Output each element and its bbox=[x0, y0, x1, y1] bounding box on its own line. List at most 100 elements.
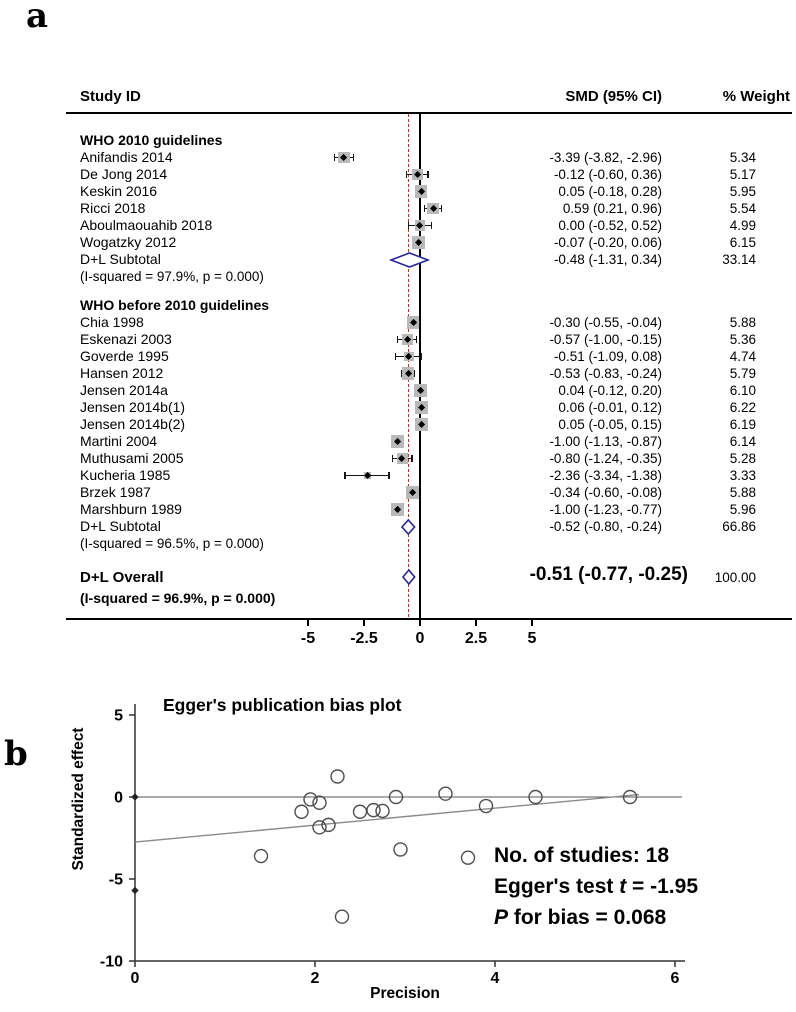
forest-row-label: Kucheria 1985 bbox=[80, 467, 171, 483]
ci-cap-right bbox=[430, 221, 433, 230]
forest-row-smd: -0.51 (-0.77, -0.25) bbox=[529, 564, 688, 585]
y-axis-tick-label: -10 bbox=[100, 954, 123, 971]
ci-cap-left bbox=[333, 153, 336, 162]
forest-row-label: Marshburn 1989 bbox=[80, 501, 182, 517]
study-point bbox=[294, 804, 309, 819]
pooled-diamond-shape bbox=[388, 251, 430, 268]
ci-cap-right bbox=[421, 352, 423, 361]
forest-row-weight: 6.15 bbox=[729, 235, 756, 250]
forest-row-smd: 0.04 (-0.12, 0.20) bbox=[558, 383, 662, 398]
study-point bbox=[321, 817, 336, 833]
forest-axis-tick bbox=[531, 619, 533, 626]
egger-title: Egger's publication bias plot bbox=[163, 695, 402, 715]
axis-diamond-point bbox=[131, 793, 139, 801]
forest-axis-line bbox=[66, 618, 792, 620]
forest-row-label: D+L Overall bbox=[80, 569, 164, 586]
x-axis-tick-label: 0 bbox=[131, 970, 140, 987]
forest-header-rule bbox=[66, 112, 792, 114]
forest-row-weight: 3.33 bbox=[729, 468, 756, 483]
forest-axis-tick bbox=[363, 619, 365, 626]
forest-row-smd: -0.30 (-0.55, -0.04) bbox=[549, 315, 662, 330]
forest-row-weight: 4.74 bbox=[729, 349, 756, 364]
forest-axis-tick bbox=[419, 619, 421, 626]
forest-axis-tick-label: -5 bbox=[300, 630, 316, 647]
egger-regression-line bbox=[134, 793, 640, 843]
forest-row-smd: 0.05 (-0.18, 0.28) bbox=[558, 184, 662, 199]
study-point bbox=[303, 792, 318, 807]
forest-row-weight: 5.34 bbox=[729, 150, 756, 165]
study-point bbox=[622, 789, 638, 805]
forest-plot: Study ID SMD (95% CI) % Weight -5 -2.5 0 2.… bbox=[66, 88, 792, 647]
forest-axis-tick-label: -2.5 bbox=[350, 630, 378, 647]
ci-cap-right bbox=[440, 204, 443, 213]
forest-row-weight: 6.22 bbox=[729, 400, 756, 415]
study-point bbox=[388, 789, 404, 805]
forest-row-weight: 5.28 bbox=[729, 451, 756, 466]
panel-b-label: b bbox=[4, 734, 28, 774]
ci-cap-left bbox=[405, 170, 408, 179]
forest-row-smd: 0.00 (-0.52, 0.52) bbox=[558, 218, 662, 233]
forest-overall-ref-line bbox=[407, 114, 409, 617]
ci-cap-right bbox=[413, 369, 416, 378]
forest-row-smd: -0.52 (-0.80, -0.24) bbox=[549, 519, 662, 534]
forest-axis-tick bbox=[307, 619, 309, 626]
forest-header-study-id: Study ID bbox=[80, 88, 141, 105]
forest-row-smd: -0.07 (-0.20, 0.06) bbox=[553, 235, 662, 250]
study-point bbox=[438, 786, 453, 801]
forest-row-label: Ricci 2018 bbox=[80, 200, 146, 216]
ci-cap-left bbox=[396, 335, 399, 344]
forest-row-weight: 66.86 bbox=[722, 519, 756, 534]
forest-row-label: Brzek 1987 bbox=[80, 484, 151, 500]
forest-row-smd: -0.57 (-1.00, -0.15) bbox=[549, 332, 662, 347]
forest-row-label: Eskenazi 2003 bbox=[80, 331, 172, 347]
forest-row-label: Hansen 2012 bbox=[80, 365, 164, 381]
forest-row-smd: -0.51 (-1.09, 0.08) bbox=[553, 349, 662, 364]
forest-row-smd: -0.80 (-1.24, -0.35) bbox=[549, 451, 662, 466]
panel-a-label: a bbox=[26, 0, 49, 36]
ci-cap-right bbox=[427, 170, 429, 179]
forest-row-weight: 5.17 bbox=[729, 167, 756, 182]
y-axis-tick-label: 0 bbox=[114, 790, 123, 807]
forest-row-label: Wogatzky 2012 bbox=[80, 234, 177, 250]
forest-row-label: Goverde 1995 bbox=[80, 348, 169, 364]
ci-cap-left bbox=[424, 204, 426, 213]
egger-x-axis-label: Precision bbox=[370, 985, 440, 1002]
forest-axis-tick-label: 2.5 bbox=[464, 630, 488, 647]
egger-canvas: 5 0 -5 -10 0 2 4 6 bbox=[100, 704, 685, 987]
annotation-egger-test: Egger's test t = -1.95 bbox=[494, 871, 698, 902]
forest-row-weight: 6.14 bbox=[729, 434, 756, 449]
forest-row-weight: 5.54 bbox=[729, 201, 756, 216]
forest-row-weight: 5.79 bbox=[729, 366, 756, 381]
egger-plot: Egger's publication bias plot Standardiz… bbox=[0, 690, 796, 1012]
forest-row-smd: -3.39 (-3.82, -2.96) bbox=[549, 150, 662, 165]
y-axis-tick-label: -5 bbox=[109, 872, 123, 889]
ci-cap-left bbox=[407, 221, 410, 230]
pooled-diamond-shape bbox=[401, 518, 416, 535]
study-point bbox=[478, 798, 494, 814]
forest-row-label: De Jong 2014 bbox=[80, 166, 168, 182]
forest-header-weight: % Weight bbox=[722, 88, 790, 105]
study-point bbox=[312, 820, 327, 835]
study-point bbox=[460, 850, 476, 865]
forest-row-weight: 5.36 bbox=[729, 332, 756, 347]
study-point bbox=[334, 909, 350, 924]
forest-row-smd: -0.48 (-1.31, 0.34) bbox=[553, 252, 662, 267]
forest-row-label: Martini 2004 bbox=[80, 433, 158, 449]
x-axis-tick-label: 6 bbox=[671, 970, 680, 987]
annotation-text-part: = -1.95 bbox=[626, 875, 699, 898]
annotation-p-bias: P for bias = 0.068 bbox=[494, 902, 698, 933]
forest-row-smd: 0.06 (-0.01, 0.12) bbox=[558, 400, 662, 415]
forest-row-label: D+L Subtotal bbox=[80, 251, 161, 267]
forest-row-label: Anifandis 2014 bbox=[80, 149, 173, 165]
egger-annotation: No. of studies: 18 Egger's test t = -1.9… bbox=[494, 840, 698, 933]
forest-row-weight: 5.88 bbox=[729, 315, 756, 330]
forest-row-label: Jensen 2014a bbox=[80, 382, 168, 398]
axis-diamond-point bbox=[131, 886, 139, 895]
annotation-text-part: Egger's test bbox=[494, 875, 620, 898]
study-point bbox=[528, 789, 543, 805]
study-point bbox=[312, 795, 327, 810]
forest-row-label: (I-squared = 96.9%, p = 0.000) bbox=[80, 590, 276, 606]
forest-row-smd: 0.59 (0.21, 0.96) bbox=[562, 201, 662, 216]
ci-cap-right bbox=[411, 454, 413, 463]
forest-row-weight: 6.10 bbox=[729, 383, 756, 398]
